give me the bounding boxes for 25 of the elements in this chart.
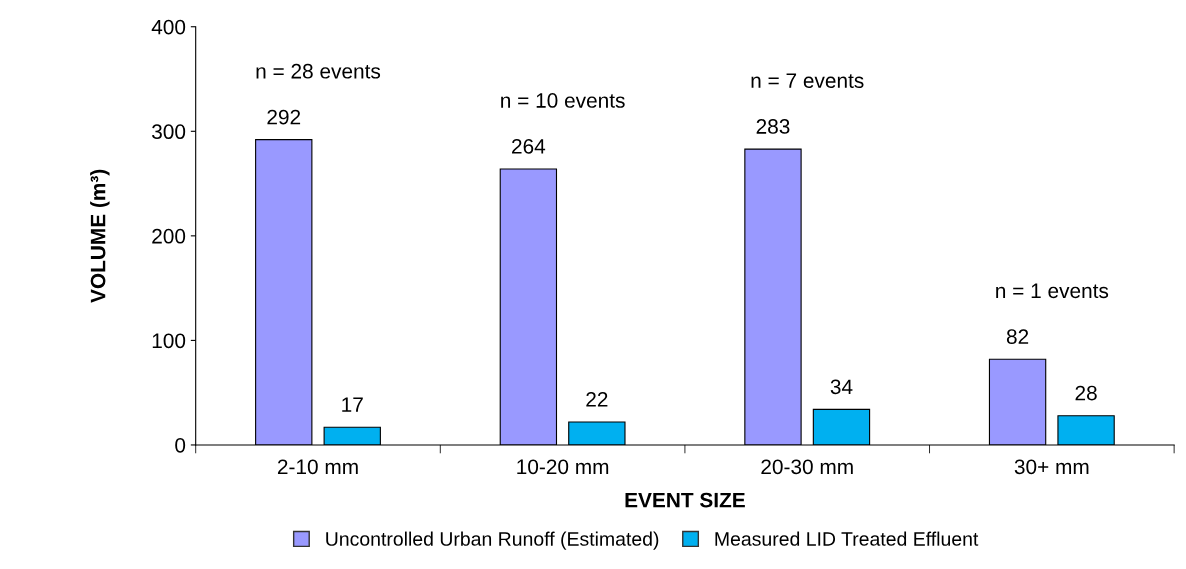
- x-tick-label: 30+ mm: [1014, 459, 1089, 475]
- y-tick-label: 200: [152, 228, 186, 244]
- y-tick-label: 300: [152, 124, 186, 140]
- data-label: 22: [586, 391, 608, 407]
- y-tick-label: 400: [151, 19, 186, 35]
- annotation: n = 10 events: [501, 93, 625, 108]
- x-axis-title: EVENT SIZE: [625, 492, 745, 508]
- annotation: n = 28 events: [256, 63, 381, 79]
- data-label: 34: [830, 379, 853, 395]
- x-tick-label: 10-20 mm: [517, 459, 609, 475]
- annotation: n = 7 events: [751, 73, 864, 88]
- data-label: 82: [1006, 329, 1029, 344]
- y-tick-label: 100: [152, 333, 186, 349]
- y-axis-title: VOLUME (m³): [90, 169, 110, 303]
- x-tick-label: 20-30 mm: [761, 459, 853, 475]
- data-label: 283: [756, 119, 790, 134]
- data-label: 17: [342, 397, 363, 412]
- data-label: 264: [512, 138, 546, 154]
- data-label: 28: [1075, 385, 1097, 401]
- legend-label: Uncontrolled Urban Runoff (Estimated): [326, 531, 659, 550]
- legend-label: Measured LID Treated Effluent: [715, 531, 979, 546]
- y-tick-label: 0: [175, 437, 186, 453]
- annotation: n = 1 events: [996, 283, 1109, 299]
- data-label: 292: [267, 109, 301, 125]
- x-tick-label: 2-10 mm: [277, 459, 358, 475]
